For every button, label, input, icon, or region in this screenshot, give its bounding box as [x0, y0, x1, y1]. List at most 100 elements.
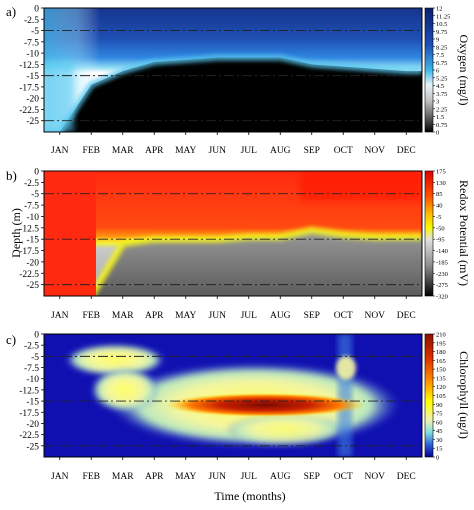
- redox-colorbar-label: Redox Potential (mV): [457, 180, 471, 286]
- oxygen-colorbar-tick-label: 7.5: [436, 52, 444, 59]
- chlorophyll-colorbar-tick-label: 90: [436, 402, 443, 409]
- redox-y-tick-label: -25: [26, 281, 39, 291]
- oxygen-x-tick-label: OCT: [334, 146, 353, 156]
- chlorophyll-plot-frame: [43, 333, 423, 458]
- chlorophyll-colorbar-tick-label: 0: [436, 455, 439, 462]
- oxygen-colorbar-tick-label: 6: [436, 68, 440, 75]
- oxygen-colorbar-tick-label: 1.5: [436, 114, 444, 121]
- redox-y-tick-label: -20: [26, 258, 39, 268]
- oxygen-y-ticks: 0-2.5-5-7.5 -10-12.5-15-17.5 -20-22.5-25: [19, 5, 44, 127]
- chlorophyll-y-tick-label: -22.5: [19, 431, 39, 441]
- chlorophyll-x-tick-label: FEB: [83, 472, 100, 482]
- chlorophyll-y-tick-label: -5: [31, 353, 39, 363]
- oxygen-anoxic-zone: [44, 57, 422, 132]
- redox-colorbar-tick-label: 40: [436, 203, 443, 210]
- redox-colorbar-tick-label: -275: [436, 282, 448, 289]
- redox-x-tick-label: JAN: [51, 311, 69, 321]
- oxygen-anoxic-edge: [44, 54, 422, 132]
- oxygen-x-tick-label: JUN: [209, 146, 227, 156]
- oxygen-y-tick-label: -12.5: [19, 61, 39, 71]
- oxygen-panel: [44, 8, 422, 132]
- redox-surface-hotspot: [300, 171, 422, 201]
- redox-colorbar-tick-label: -230: [436, 271, 448, 278]
- chlorophyll-y-tick-label: -2.5: [24, 342, 39, 352]
- time-axis-label: Time (months): [214, 489, 285, 503]
- chlorophyll-x-tick-label: JUL: [241, 472, 258, 482]
- redox-colorbar-tick-label: -95: [436, 237, 445, 244]
- redox-reference-lines: [44, 193, 422, 286]
- redox-reducing-edge: [44, 226, 422, 296]
- chlorophyll-panel-label: c): [6, 332, 16, 347]
- oxygen-colorbar-tick-label: 9.75: [436, 29, 447, 36]
- chlorophyll-x-tick-label: APR: [145, 472, 164, 482]
- oxygen-colorbar-tick-label: 12: [436, 6, 443, 13]
- redox-jan-column: [44, 171, 96, 296]
- oxygen-colorbar-tick-label: 11.25: [436, 13, 450, 20]
- redox-y-tick-label: -5: [31, 190, 39, 200]
- oxygen-y-tick-label: 0: [34, 5, 39, 15]
- redox-y-ticks: 0-2.5-5 -7.5-10-12.5 -15-17.5-20 -22.5-25: [19, 168, 44, 291]
- chlorophyll-y-tick-label: -7.5: [24, 364, 39, 374]
- redox-colorbar-tick-label: -50: [436, 225, 445, 232]
- oxygen-colorbar-tick-label: 10.5: [436, 21, 447, 28]
- oxygen-y-tick-label: -22.5: [19, 106, 39, 116]
- chlorophyll-y-tick-label: 0: [34, 331, 39, 341]
- oxygen-jan-column: [44, 60, 74, 132]
- oxygen-x-tick-label: SEP: [304, 146, 320, 156]
- chlorophyll-colorbar-tick-label: 165: [436, 358, 446, 365]
- oxygen-colorbar-tick-label: 4.5: [436, 83, 444, 90]
- redox-x-tick-label: SEP: [304, 311, 320, 321]
- redox-panel: [44, 171, 422, 296]
- oxygen-y-tick-label: -25: [26, 117, 39, 127]
- chlorophyll-x-tick-label: NOV: [364, 472, 385, 482]
- oxygen-y-tick-label: -5: [31, 27, 39, 37]
- redox-colorbar-tick-label: -185: [436, 259, 448, 266]
- redox-x-tick-label: DEC: [397, 311, 416, 321]
- redox-plot-frame: [43, 170, 423, 297]
- chlorophyll-y-tick-label: -12.5: [19, 386, 39, 396]
- chlorophyll-oct-column: [338, 334, 352, 457]
- oxygen-colorbar-tick-label: 3: [436, 99, 439, 106]
- chlorophyll-x-tick-label: DEC: [397, 472, 416, 482]
- redox-y-tick-label: -17.5: [19, 247, 39, 257]
- oxygen-reference-lines: [44, 30, 422, 122]
- oxygen-colorbar-tick-label: 0.75: [436, 122, 447, 129]
- chlorophyll-oct-patch: [336, 356, 356, 380]
- chlorophyll-colorbar: [424, 333, 434, 458]
- chlorophyll-colorbar-tick-label: 15: [436, 446, 443, 453]
- oxygen-colorbar-tick-label: 5.25: [436, 75, 447, 82]
- chlorophyll-x-tick-label: OCT: [334, 472, 353, 482]
- chlorophyll-colorbar-tick-label: 120: [436, 384, 446, 391]
- oxygen-x-tick-label: MAY: [175, 146, 196, 156]
- chlorophyll-colorbar-tick-label: 135: [436, 375, 446, 382]
- oxygen-y-tick-label: -20: [26, 95, 39, 105]
- oxygen-x-tick-label: DEC: [397, 146, 416, 156]
- redox-y-tick-label: -22.5: [19, 270, 39, 280]
- oxygen-colorbar-tick-label: 3.75: [436, 91, 447, 98]
- chlorophyll-x-tick-label: JUN: [209, 472, 227, 482]
- oxygen-y-tick-label: -15: [26, 72, 39, 82]
- oxygen-x-tick-label: NOV: [364, 146, 385, 156]
- redox-x-tick-label: FEB: [83, 311, 100, 321]
- oxygen-colorbar-label: Oxygen (mg/l): [457, 35, 471, 106]
- redox-x-tick-label: MAY: [175, 311, 196, 321]
- oxygen-x-tick-label: JAN: [51, 146, 69, 156]
- oxygen-colorbar-tick-label: 6.75: [436, 60, 447, 67]
- chlorophyll-reference-lines: [44, 355, 422, 447]
- chlorophyll-x-ticks: JAN FEB MAR APR MAY JUN JUL AUG SEP OCT NOV DEC: [51, 457, 416, 482]
- chlorophyll-x-tick-label: JAN: [51, 472, 69, 482]
- chlorophyll-y-tick-label: -20: [26, 420, 39, 430]
- depth-axis-label: Depth (m): [9, 208, 23, 258]
- chlorophyll-colorbar-tick-label: 180: [436, 349, 446, 356]
- chlorophyll-x-tick-label: MAR: [112, 472, 134, 482]
- chlorophyll-maximum: [165, 393, 365, 417]
- chlorophyll-x-tick-label: MAY: [175, 472, 196, 482]
- oxygen-y-tick-label: -10: [26, 50, 39, 60]
- redox-panel-label: b): [6, 168, 17, 183]
- redox-x-ticks: JAN FEB MAR APR MAY JUN JUL AUG SEP OCT NOV DEC: [51, 296, 416, 321]
- oxygen-plot-frame: [43, 7, 423, 133]
- oxygen-y-tick-label: -2.5: [24, 16, 39, 26]
- oxygen-y-tick-label: -7.5: [24, 38, 39, 48]
- chlorophyll-x-tick-label: SEP: [304, 472, 320, 482]
